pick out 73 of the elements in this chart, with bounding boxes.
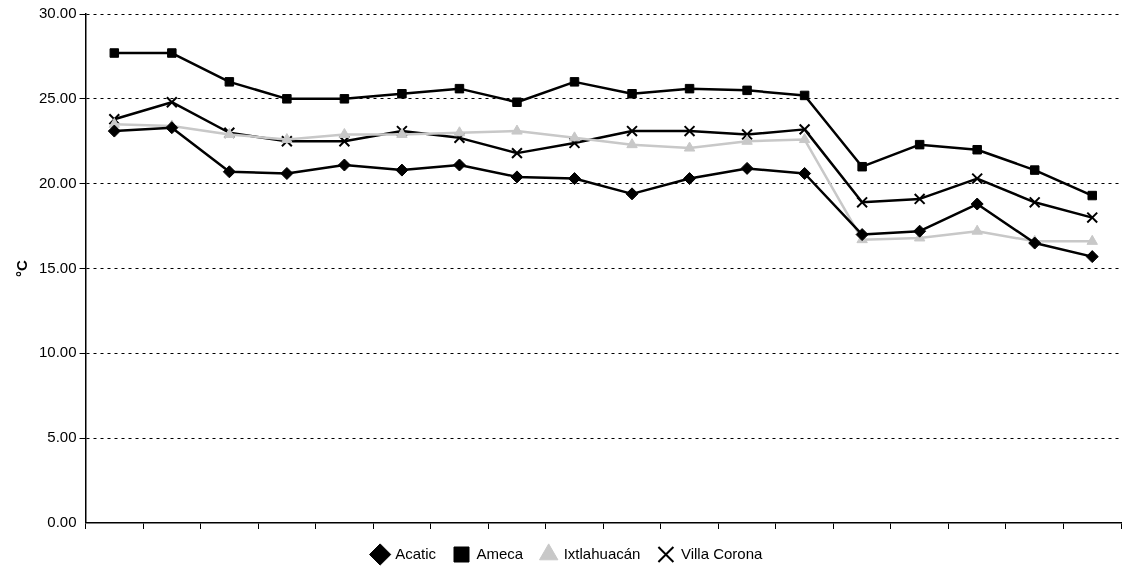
point	[280, 135, 293, 148]
y-tick-label: 20.00	[38, 173, 77, 191]
point	[741, 134, 753, 145]
point	[683, 172, 697, 186]
y-tick-label: 15.00	[38, 258, 77, 276]
point	[1087, 190, 1097, 201]
point	[108, 113, 121, 126]
point	[452, 158, 466, 172]
point	[972, 144, 982, 155]
point	[913, 192, 926, 205]
point	[397, 89, 407, 99]
point	[1029, 165, 1040, 175]
point	[454, 83, 465, 94]
point	[914, 139, 925, 150]
legend-label: Villa Corona	[680, 544, 763, 562]
point	[857, 161, 867, 172]
point	[626, 138, 638, 149]
y-tick-label: 5.00	[47, 428, 77, 446]
point	[1086, 211, 1099, 224]
point	[339, 94, 350, 104]
point	[107, 124, 121, 138]
point	[338, 127, 351, 138]
point	[224, 77, 235, 87]
point	[165, 96, 178, 109]
y-axis-title: °C	[13, 259, 31, 277]
point	[165, 121, 179, 135]
y-tick-label: 0.00	[47, 513, 77, 531]
point	[971, 172, 984, 185]
point	[971, 224, 983, 235]
point	[1028, 236, 1042, 250]
y-tick-label: 10.00	[38, 343, 77, 361]
point	[741, 128, 754, 141]
point	[569, 77, 580, 87]
point	[568, 172, 582, 186]
point	[856, 196, 869, 209]
point	[280, 166, 294, 180]
point	[222, 165, 236, 179]
point	[1086, 234, 1098, 245]
point	[453, 126, 466, 137]
point	[626, 125, 638, 138]
point	[683, 141, 696, 152]
point	[511, 147, 523, 160]
point	[510, 170, 524, 184]
point	[740, 161, 754, 175]
point	[855, 228, 869, 242]
legend-label: Acatic	[395, 544, 437, 562]
y-tick-label: 25.00	[38, 88, 77, 106]
point	[798, 133, 811, 144]
point	[511, 124, 523, 135]
point	[337, 158, 351, 172]
point	[109, 48, 120, 58]
point	[799, 90, 810, 101]
point	[512, 97, 522, 107]
y-tick-label: 30.00	[38, 4, 77, 22]
point	[1085, 250, 1099, 264]
legend-label: Ameca	[476, 544, 524, 562]
point	[970, 197, 984, 211]
point	[282, 94, 292, 104]
point	[625, 187, 639, 201]
point	[798, 166, 812, 180]
point	[684, 83, 695, 94]
point	[568, 131, 581, 142]
point	[338, 135, 351, 148]
point	[798, 123, 811, 136]
point	[1028, 196, 1041, 209]
point	[742, 85, 752, 96]
point	[395, 163, 409, 177]
legend-label: Ixtlahuacán	[563, 544, 641, 562]
point	[167, 48, 177, 58]
point	[281, 133, 293, 144]
point	[683, 125, 696, 138]
point	[913, 224, 927, 238]
point	[627, 89, 637, 99]
